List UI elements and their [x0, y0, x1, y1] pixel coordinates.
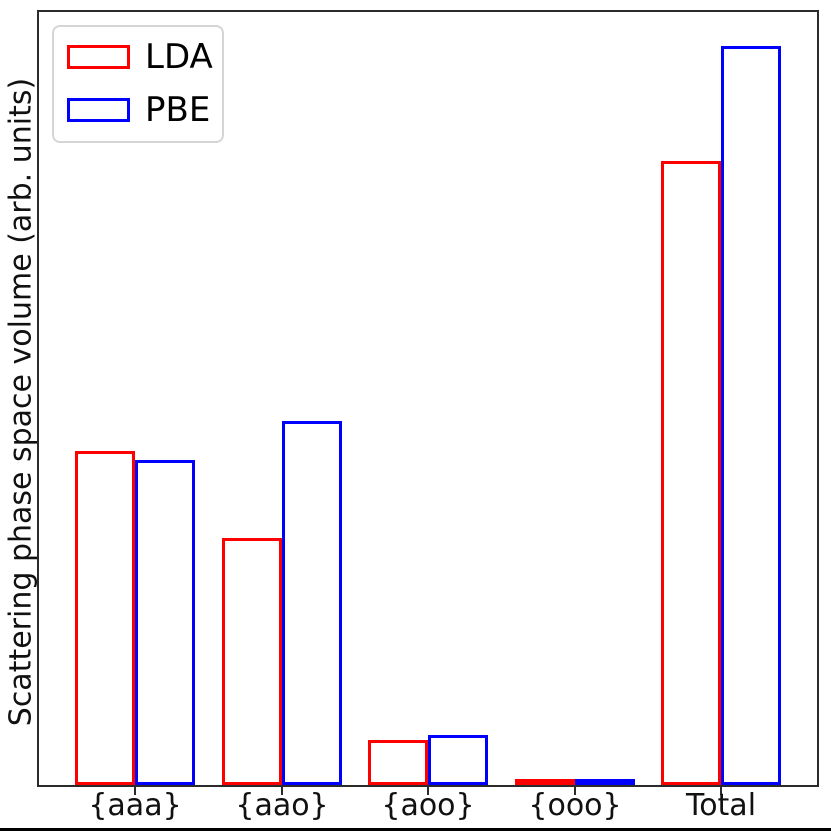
- plot-area: [37, 10, 819, 787]
- bar-pbe-aoo: [428, 735, 488, 785]
- x-tick-label-ooo: {ooo}: [528, 788, 622, 823]
- legend-swatch-lda: [67, 45, 130, 69]
- legend-swatch-pbe: [67, 98, 130, 122]
- x-tick-aaa: [134, 787, 136, 795]
- legend-item-lda: LDA: [67, 40, 213, 74]
- bar-lda-aoo: [368, 740, 428, 785]
- x-tick-label-aaa: {aaa}: [88, 788, 182, 823]
- legend-label-pbe: PBE: [145, 90, 211, 130]
- bar-pbe-total: [721, 46, 781, 785]
- x-tick-aoo: [427, 787, 429, 795]
- figure-bottom-border: [0, 828, 831, 831]
- x-tick-label-aoo: {aoo}: [381, 788, 475, 823]
- x-tick-total: [720, 787, 722, 795]
- legend: LDA PBE: [52, 25, 224, 143]
- bar-lda-total: [661, 161, 721, 785]
- x-tick-ooo: [574, 787, 576, 795]
- bar-pbe-aaa: [135, 460, 195, 785]
- bar-lda-aaa: [75, 451, 135, 785]
- bar-lda-ooo: [515, 779, 575, 785]
- bar-pbe-ooo: [575, 779, 635, 785]
- legend-item-pbe: PBE: [67, 90, 211, 130]
- bar-pbe-aao: [282, 421, 342, 785]
- bar-lda-aao: [222, 538, 282, 785]
- x-tick-label-aao: {aao}: [235, 788, 329, 823]
- legend-label-lda: LDA: [145, 37, 213, 77]
- x-tick-aao: [281, 787, 283, 795]
- x-tick-label-total: Total: [685, 788, 757, 823]
- y-axis-label: Scattering phase space volume (arb. unit…: [3, 77, 39, 727]
